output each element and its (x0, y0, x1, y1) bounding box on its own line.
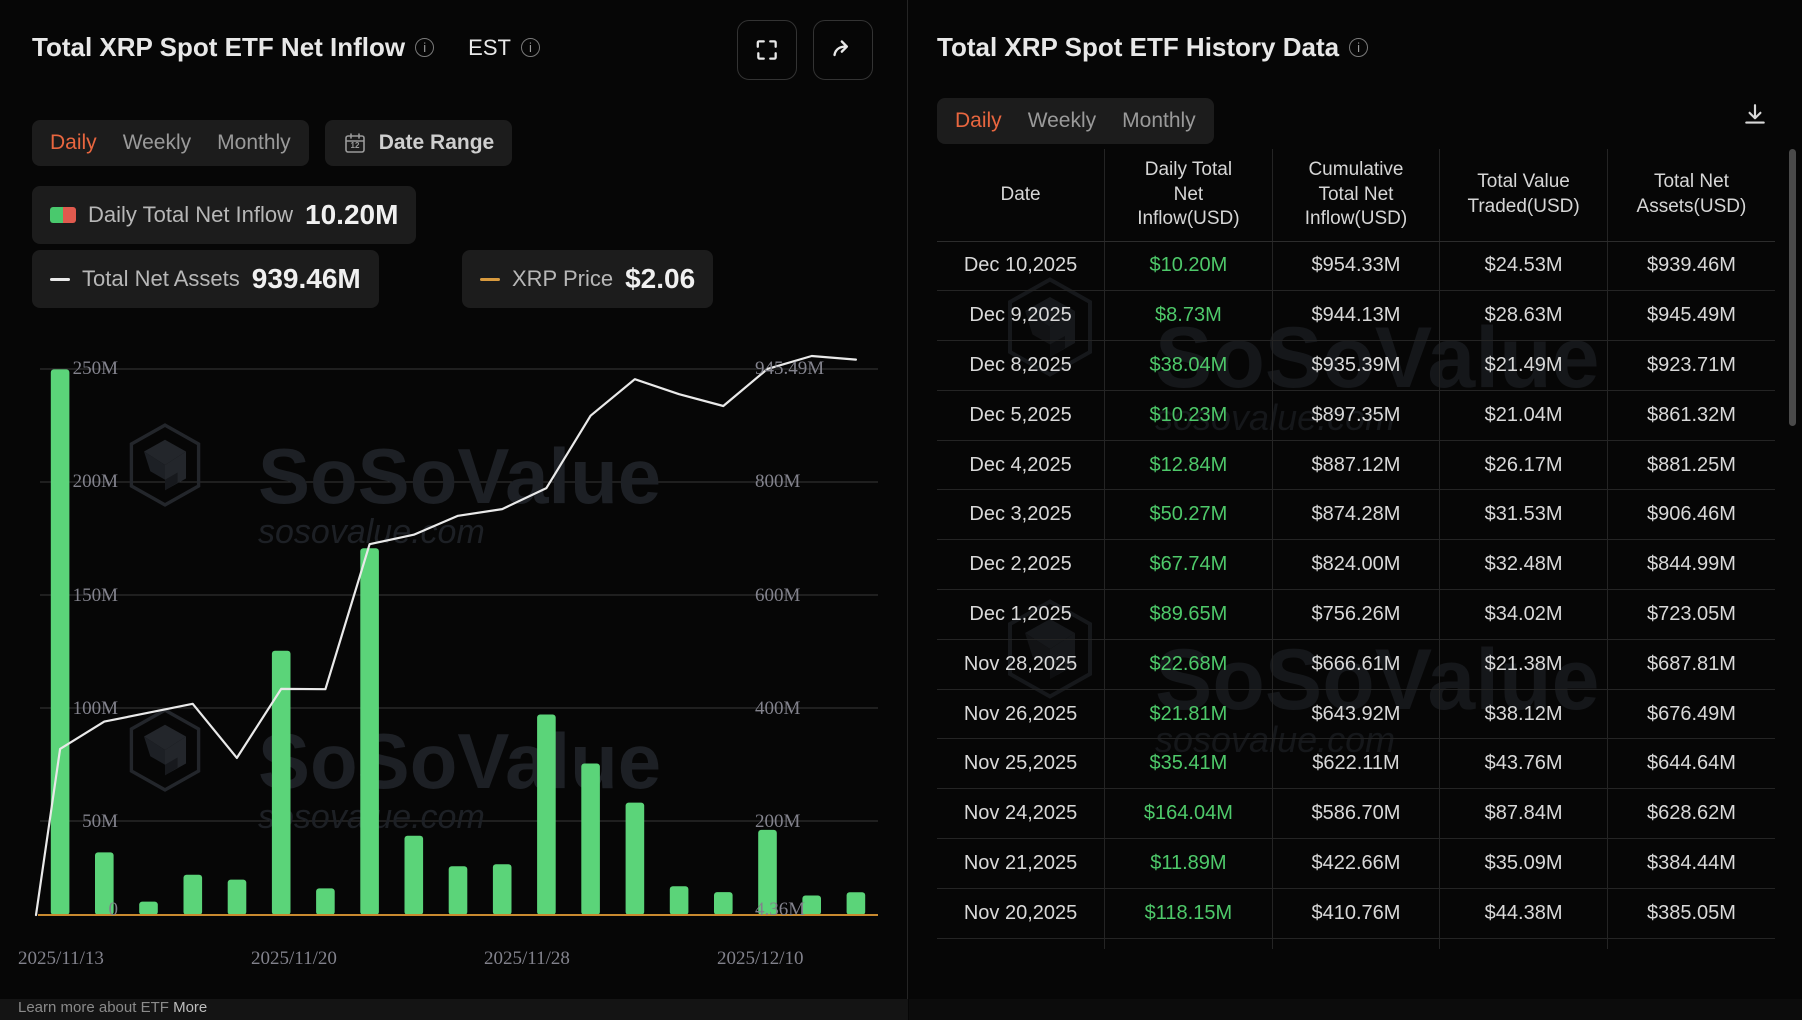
svg-text:SoSoValue: SoSoValue (258, 432, 661, 520)
svg-text:12: 12 (350, 141, 359, 150)
svg-text:SoSoValue: SoSoValue (258, 717, 661, 805)
